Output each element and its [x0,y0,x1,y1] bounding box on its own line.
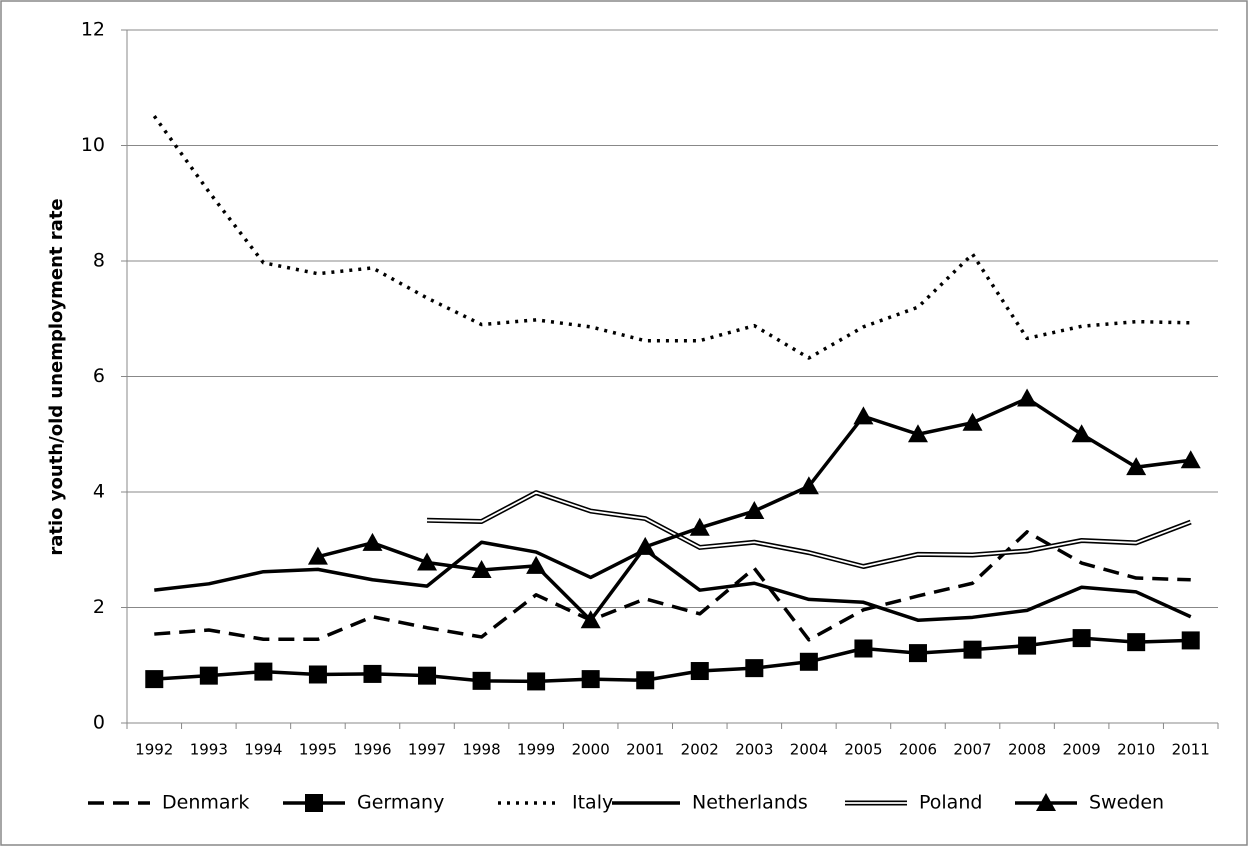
y-tick-label: 10 [81,134,105,156]
series-line-inner [427,491,1192,568]
marker [1071,424,1092,443]
y-tick-label: 0 [93,712,105,734]
marker [305,794,323,812]
marker [636,671,655,690]
marker [853,406,874,425]
x-tick-label: 2010 [1117,741,1155,759]
marker [472,671,491,690]
marker [308,665,327,684]
x-tick-label: 1995 [299,741,337,759]
x-tick-label: 2009 [1063,741,1101,759]
marker [145,670,164,689]
marker [690,662,709,681]
x-tick-label: 2007 [953,741,991,759]
marker [417,552,438,571]
marker [418,666,437,685]
marker [580,610,601,629]
x-tick-label: 1998 [462,741,500,759]
marker [854,639,873,658]
marker [908,644,927,663]
marker [1018,636,1037,655]
y-tick-label: 2 [93,596,105,618]
marker [907,424,928,443]
x-tick-label: 2001 [626,741,664,759]
marker [1072,629,1091,648]
x-tick-label: 2005 [844,741,882,759]
marker [526,555,547,574]
legend-label: Netherlands [692,792,808,814]
marker [689,517,710,536]
marker [635,536,656,555]
legend-label: Denmark [162,792,249,814]
legend-label: Poland [919,792,982,814]
y-axis-label: ratio youth/old unemployment rate [46,198,67,555]
marker [962,412,983,431]
marker [1036,793,1056,811]
marker [745,659,764,678]
x-tick-label: 2011 [1172,741,1210,759]
marker [199,666,218,685]
x-tick-label: 2004 [790,741,828,759]
marker [1126,457,1147,476]
x-tick-label: 1997 [408,741,446,759]
x-tick-label: 2003 [735,741,773,759]
marker [254,662,273,681]
series-line [154,540,1192,622]
marker [362,532,383,551]
x-tick-label: 2002 [681,741,719,759]
series-line [154,636,1191,684]
marker [744,501,765,520]
series-line [152,115,1191,360]
series-line [154,530,1191,642]
marker [1127,633,1146,652]
y-tick-label: 6 [93,365,105,387]
marker [1180,450,1201,469]
marker [581,670,600,689]
y-tick-label: 8 [93,250,105,272]
marker [527,672,546,691]
legend-label: Sweden [1089,792,1164,814]
marker [363,664,382,683]
marker [307,546,328,565]
marker [798,476,819,495]
x-tick-label: 1999 [517,741,555,759]
x-tick-label: 2006 [899,741,937,759]
marker [1017,388,1038,407]
y-tick-label: 4 [93,481,105,503]
y-tick-label: 12 [81,19,105,41]
marker [471,559,492,578]
x-tick-label: 1992 [135,741,173,759]
marker [963,640,982,659]
x-tick-label: 2008 [1008,741,1046,759]
legend-label: Germany [357,792,444,814]
x-tick-label: 1993 [190,741,228,759]
marker [799,652,818,671]
legend-label: Italy [572,792,613,814]
x-tick-label: 1996 [353,741,391,759]
marker [1181,631,1200,650]
x-tick-label: 2000 [572,741,610,759]
x-tick-label: 1994 [244,741,282,759]
